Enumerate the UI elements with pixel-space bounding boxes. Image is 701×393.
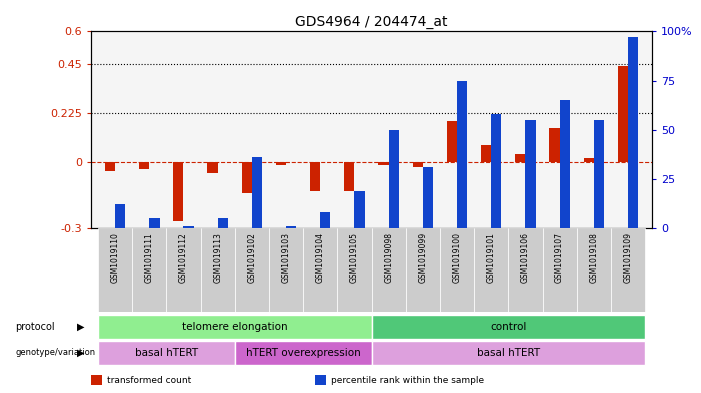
Text: basal hTERT: basal hTERT: [477, 348, 540, 358]
Bar: [275, 162, 286, 165]
Bar: [115, 204, 125, 228]
FancyBboxPatch shape: [372, 341, 645, 365]
Bar: [526, 120, 536, 228]
Bar: [618, 66, 628, 162]
Bar: [457, 81, 468, 228]
Text: ▶: ▶: [77, 348, 84, 358]
Bar: [207, 162, 217, 173]
Text: GSM1019110: GSM1019110: [111, 232, 120, 283]
Bar: [559, 100, 570, 228]
FancyBboxPatch shape: [98, 228, 132, 312]
Text: GSM1019105: GSM1019105: [350, 232, 359, 283]
Bar: [550, 127, 559, 162]
FancyBboxPatch shape: [235, 228, 269, 312]
FancyBboxPatch shape: [98, 341, 235, 365]
Bar: [217, 218, 228, 228]
Bar: [515, 154, 526, 162]
FancyBboxPatch shape: [372, 228, 406, 312]
FancyBboxPatch shape: [303, 228, 337, 312]
FancyBboxPatch shape: [440, 228, 474, 312]
Text: genotype/variation: genotype/variation: [15, 349, 95, 357]
FancyBboxPatch shape: [543, 228, 577, 312]
Text: ▶: ▶: [77, 321, 84, 332]
FancyBboxPatch shape: [166, 228, 200, 312]
FancyBboxPatch shape: [269, 228, 303, 312]
Bar: [628, 37, 638, 228]
Bar: [310, 162, 320, 191]
Title: GDS4964 / 204474_at: GDS4964 / 204474_at: [295, 15, 448, 29]
Text: control: control: [490, 321, 526, 332]
Bar: [242, 162, 252, 193]
Bar: [594, 120, 604, 228]
FancyBboxPatch shape: [235, 341, 372, 365]
Text: basal hTERT: basal hTERT: [135, 348, 198, 358]
FancyBboxPatch shape: [98, 314, 372, 339]
Bar: [388, 130, 399, 228]
Text: GSM1019104: GSM1019104: [315, 232, 325, 283]
Text: transformed count: transformed count: [107, 376, 191, 385]
Text: GSM1019103: GSM1019103: [282, 232, 290, 283]
Bar: [413, 162, 423, 167]
Bar: [447, 121, 457, 162]
Bar: [423, 167, 433, 228]
Bar: [583, 158, 594, 162]
Bar: [149, 218, 160, 228]
Bar: [379, 162, 388, 165]
FancyBboxPatch shape: [577, 228, 611, 312]
Bar: [252, 157, 262, 228]
Text: GSM1019098: GSM1019098: [384, 232, 393, 283]
Text: GSM1019108: GSM1019108: [590, 232, 598, 283]
Text: GSM1019100: GSM1019100: [453, 232, 461, 283]
Text: GSM1019106: GSM1019106: [521, 232, 530, 283]
Text: percentile rank within the sample: percentile rank within the sample: [331, 376, 484, 385]
Text: GSM1019109: GSM1019109: [623, 232, 632, 283]
Bar: [344, 162, 355, 191]
FancyBboxPatch shape: [372, 314, 645, 339]
Bar: [286, 226, 297, 228]
Text: GSM1019107: GSM1019107: [555, 232, 564, 283]
Bar: [184, 226, 193, 228]
Bar: [139, 162, 149, 169]
FancyBboxPatch shape: [474, 228, 508, 312]
FancyBboxPatch shape: [406, 228, 440, 312]
FancyBboxPatch shape: [611, 228, 645, 312]
Text: GSM1019102: GSM1019102: [247, 232, 257, 283]
Text: protocol: protocol: [15, 321, 55, 332]
Text: GSM1019101: GSM1019101: [486, 232, 496, 283]
Text: GSM1019099: GSM1019099: [418, 232, 428, 283]
Text: GSM1019112: GSM1019112: [179, 232, 188, 283]
FancyBboxPatch shape: [337, 228, 372, 312]
FancyBboxPatch shape: [200, 228, 235, 312]
FancyBboxPatch shape: [132, 228, 166, 312]
Bar: [105, 162, 115, 171]
Text: hTERT overexpression: hTERT overexpression: [246, 348, 360, 358]
Bar: [320, 212, 330, 228]
Text: telomere elongation: telomere elongation: [182, 321, 287, 332]
FancyBboxPatch shape: [508, 228, 543, 312]
Text: GSM1019111: GSM1019111: [145, 232, 154, 283]
Bar: [481, 145, 491, 162]
Text: GSM1019113: GSM1019113: [213, 232, 222, 283]
Bar: [173, 162, 184, 221]
Bar: [355, 191, 365, 228]
Bar: [491, 114, 501, 228]
